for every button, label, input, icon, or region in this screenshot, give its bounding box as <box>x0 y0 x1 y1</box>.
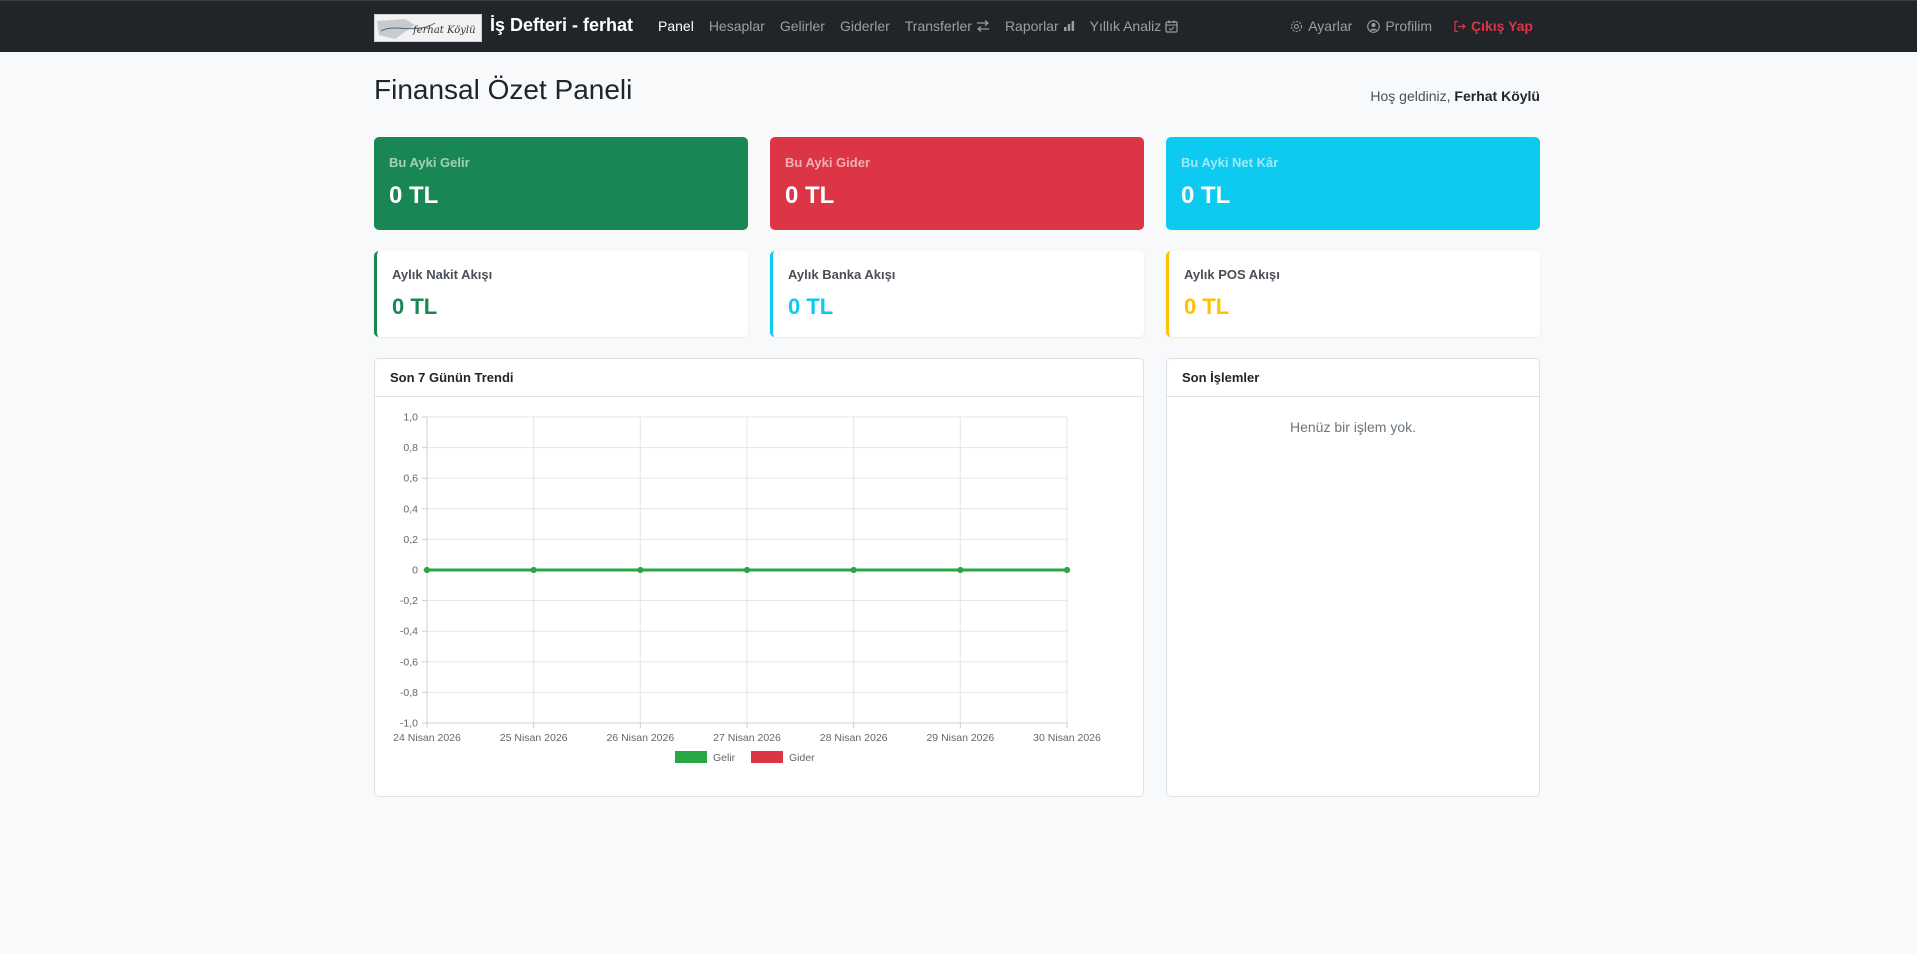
user-name: Ferhat Köylü <box>1454 88 1540 104</box>
main-nav: Panel Hesaplar Gelirler Giderler Transfe… <box>658 18 1178 34</box>
expense-card: Bu Ayki Gider 0 TL <box>770 137 1144 230</box>
x-tick-label: 27 Nisan 2026 <box>713 732 781 744</box>
panel-title: Son 7 Günün Trendi <box>375 359 1143 397</box>
card-label: Aylık POS Akışı <box>1184 267 1280 282</box>
data-point-gelir <box>1064 567 1070 573</box>
card-label: Bu Ayki Gider <box>785 155 871 170</box>
y-tick-label: 0,8 <box>403 442 418 454</box>
card-value: 0 TL <box>389 182 439 209</box>
gear-icon <box>1291 20 1303 32</box>
y-tick-label: -0,6 <box>400 656 418 668</box>
data-point-gelir <box>424 567 430 573</box>
card-label: Aylık Nakit Akışı <box>392 267 493 282</box>
top-navbar: ferhat Köylü İş Defteri - ferhat Panel H… <box>0 0 1917 52</box>
data-point-gelir <box>957 567 964 573</box>
cash-flow-card: Aylık Nakit Akışı 0 TL <box>374 251 748 337</box>
arrows-exchange-icon <box>976 20 989 32</box>
x-tick-label: 28 Nisan 2026 <box>820 732 888 744</box>
y-tick-label: -0,2 <box>400 595 418 607</box>
card-value: 0 TL <box>1184 294 1230 319</box>
data-point-gelir <box>850 567 857 573</box>
trend-chart-panel: Son 7 Günün Trendi 1,0 0,8 0,6 0,4 0,2 0 -0,2 -… <box>374 358 1144 797</box>
y-tick-label: -1,0 <box>400 718 418 730</box>
card-label: Aylık Banka Akışı <box>788 267 896 282</box>
recent-transactions-panel: Son İşlemler Henüz bir işlem yok. <box>1166 358 1540 797</box>
y-tick-label: 0,6 <box>403 473 418 485</box>
page-title: Finansal Özet Paneli <box>374 74 633 105</box>
data-point-gelir <box>637 567 644 573</box>
empty-state-message: Henüz bir işlem yok. <box>1289 419 1417 435</box>
nav-label: Raporlar <box>1004 18 1059 34</box>
income-card: Bu Ayki Gelir 0 TL <box>374 137 748 230</box>
nav-label: Hesaplar <box>708 18 765 34</box>
nav-gelirler[interactable]: Gelirler <box>780 18 825 34</box>
card-label: Bu Ayki Net Kâr <box>1181 155 1279 170</box>
y-tick-label: -0,8 <box>400 687 418 699</box>
nav-label: Profilim <box>1385 18 1432 34</box>
x-tick-label: 26 Nisan 2026 <box>606 732 674 744</box>
user-circle-icon <box>1367 19 1381 33</box>
brand-logo[interactable]: ferhat Köylü <box>374 14 482 42</box>
card-value: 0 TL <box>785 182 835 209</box>
nav-label: Panel <box>658 18 694 34</box>
x-tick-label: 29 Nisan 2026 <box>926 732 994 744</box>
nav-label: Transferler <box>904 18 972 34</box>
nav-giderler[interactable]: Giderler <box>840 18 890 34</box>
nav-panel[interactable]: Panel <box>658 18 694 34</box>
y-tick-label: 0,2 <box>403 534 418 546</box>
nav-transferler[interactable]: Transferler <box>905 18 990 34</box>
welcome-message: Hoş geldiniz, Ferhat Köylü <box>1370 88 1540 104</box>
panel-title: Son İşlemler <box>1167 359 1539 397</box>
y-tick-label: 1,0 <box>403 412 418 424</box>
logo-signature: ferhat Köylü <box>412 25 476 36</box>
y-tick-label: 0,4 <box>403 503 418 515</box>
legend-swatch-gider <box>751 751 783 763</box>
welcome-prefix: Hoş geldiniz, <box>1370 88 1451 104</box>
nav-label: Ayarlar <box>1308 18 1353 34</box>
bank-flow-card: Aylık Banka Akışı 0 TL <box>770 251 1144 337</box>
card-value: 0 TL <box>1181 182 1231 209</box>
trend-line-chart[interactable]: 1,0 0,8 0,6 0,4 0,2 0 -0,2 -0,4 -0,6 -0,8 -1,0 24 N… <box>375 397 1143 796</box>
calendar-check-icon <box>1165 20 1178 33</box>
nav-label: Gelirler <box>779 18 825 34</box>
nav-label: Yıllık Analiz <box>1089 18 1162 34</box>
y-tick-label: 0 <box>412 565 418 577</box>
x-tick-label: 24 Nisan 2026 <box>393 732 461 744</box>
nav-label: Giderler <box>839 18 890 34</box>
data-point-gelir <box>744 567 750 573</box>
pos-flow-card: Aylık POS Akışı 0 TL <box>1166 251 1540 337</box>
nav-hesaplar[interactable]: Hesaplar <box>709 18 765 34</box>
x-tick-label: 25 Nisan 2026 <box>500 732 568 744</box>
legend-label-gider: Gider <box>789 752 815 764</box>
logout-icon <box>1454 20 1466 32</box>
data-point-gelir <box>530 567 537 573</box>
card-label: Bu Ayki Gelir <box>389 155 470 170</box>
user-nav: Ayarlar Profilim Çıkış Yap <box>1290 18 1533 34</box>
nav-yillik-analiz[interactable]: Yıllık Analiz <box>1090 18 1179 34</box>
logout-button[interactable]: Çıkış Yap <box>1453 18 1533 34</box>
brand-title[interactable]: İş Defteri - ferhat <box>490 15 634 35</box>
net-profit-card: Bu Ayki Net Kâr 0 TL <box>1166 137 1540 230</box>
nav-ayarlar[interactable]: Ayarlar <box>1290 18 1352 34</box>
nav-label: Çıkış Yap <box>1470 18 1533 34</box>
nav-raporlar[interactable]: Raporlar <box>1005 18 1075 34</box>
x-tick-label: 30 Nisan 2026 <box>1033 732 1101 744</box>
legend-swatch-gelir <box>675 751 707 763</box>
nav-profilim[interactable]: Profilim <box>1367 18 1432 34</box>
card-value: 0 TL <box>392 294 438 319</box>
y-tick-label: -0,4 <box>400 626 418 638</box>
legend-label-gelir: Gelir <box>713 752 736 764</box>
card-value: 0 TL <box>788 294 834 319</box>
bar-chart-icon <box>1063 21 1074 31</box>
